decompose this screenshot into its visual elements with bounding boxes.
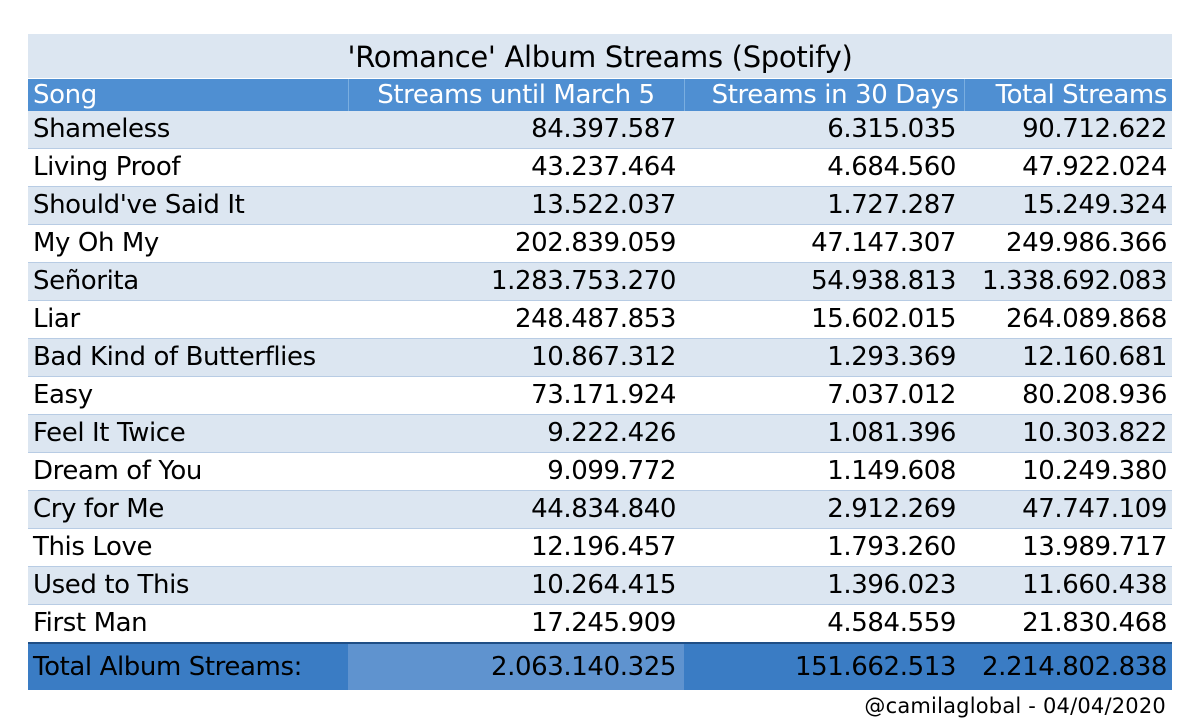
total-streams-cell: 47.922.024 <box>964 148 1172 187</box>
total-streams-cell: 264.089.868 <box>964 300 1172 339</box>
song-cell: Dream of You <box>28 452 348 491</box>
total-streams-cell: 11.660.438 <box>964 566 1172 605</box>
streams-until-march-5-cell: 12.196.457 <box>348 528 684 567</box>
total-row: Total Album Streams: 2.063.140.325 151.6… <box>28 642 1172 690</box>
streams-in-30-days-cell: 7.037.012 <box>684 376 964 415</box>
total-streams-cell: 80.208.936 <box>964 376 1172 415</box>
table-row: Liar 248.487.853 15.602.015 264.089.868 <box>28 300 1172 339</box>
table-row: Feel It Twice 9.222.426 1.081.396 10.303.82… <box>28 414 1172 453</box>
streams-in-30-days-cell: 1.396.023 <box>684 566 964 605</box>
song-cell: Shameless <box>28 111 348 149</box>
total-streams-cell: 10.303.822 <box>964 414 1172 453</box>
streams-until-march-5-cell: 43.237.464 <box>348 148 684 187</box>
table-row: Shameless 84.397.587 6.315.035 90.712.622 <box>28 111 1172 149</box>
credit-text: @camilaglobal - 04/04/2020 <box>864 694 1166 718</box>
column-header-streams-until-march-5: Streams until March 5 <box>348 79 685 111</box>
streams-in-30-days-cell: 54.938.813 <box>684 262 964 301</box>
total-label: Total Album Streams: <box>28 642 348 690</box>
total-streams-cell: 15.249.324 <box>964 186 1172 225</box>
table-row: First Man 17.245.909 4.584.559 21.830.468 <box>28 604 1172 644</box>
streams-sheet: 'Romance' Album Streams (Spotify) Song S… <box>28 34 1172 690</box>
total-streams-cell: 12.160.681 <box>964 338 1172 377</box>
table-row: Easy 73.171.924 7.037.012 80.208.936 <box>28 376 1172 415</box>
song-cell: Feel It Twice <box>28 414 348 453</box>
total-streams-cell: 10.249.380 <box>964 452 1172 491</box>
column-header-streams-in-30-days: Streams in 30 Days <box>684 79 965 111</box>
streams-in-30-days-cell: 4.584.559 <box>684 604 964 644</box>
streams-in-30-days-cell: 15.602.015 <box>684 300 964 339</box>
total-streams-cell: 90.712.622 <box>964 111 1172 149</box>
table-row: Used to This 10.264.415 1.396.023 11.660.43… <box>28 566 1172 605</box>
total-streams-cell: 13.989.717 <box>964 528 1172 567</box>
table-row: Should've Said It 13.522.037 1.727.287 15.2… <box>28 186 1172 225</box>
streams-in-30-days-cell: 1.293.369 <box>684 338 964 377</box>
song-cell: Señorita <box>28 262 348 301</box>
song-cell: My Oh My <box>28 224 348 263</box>
streams-until-march-5-cell: 84.397.587 <box>348 111 684 149</box>
song-cell: This Love <box>28 528 348 567</box>
streams-in-30-days-cell: 4.684.560 <box>684 148 964 187</box>
table-row: Dream of You 9.099.772 1.149.608 10.249.380 <box>28 452 1172 491</box>
song-cell: First Man <box>28 604 348 644</box>
column-header-song: Song <box>28 79 349 111</box>
table-row: Cry for Me 44.834.840 2.912.269 47.747.109 <box>28 490 1172 529</box>
streams-until-march-5-cell: 9.222.426 <box>348 414 684 453</box>
song-cell: Living Proof <box>28 148 348 187</box>
streams-until-march-5-cell: 202.839.059 <box>348 224 684 263</box>
streams-until-march-5-cell: 13.522.037 <box>348 186 684 225</box>
total-streams-in-30-days: 151.662.513 <box>684 642 964 690</box>
streams-until-march-5-cell: 17.245.909 <box>348 604 684 644</box>
streams-until-march-5-cell: 44.834.840 <box>348 490 684 529</box>
streams-in-30-days-cell: 47.147.307 <box>684 224 964 263</box>
song-cell: Bad Kind of Butterflies <box>28 338 348 377</box>
streams-until-march-5-cell: 10.867.312 <box>348 338 684 377</box>
streams-in-30-days-cell: 2.912.269 <box>684 490 964 529</box>
header-row: Song Streams until March 5 Streams in 30… <box>28 79 1172 111</box>
table-row: Living Proof 43.237.464 4.684.560 47.922.02… <box>28 148 1172 187</box>
total-streams-cell: 47.747.109 <box>964 490 1172 529</box>
streams-until-march-5-cell: 1.283.753.270 <box>348 262 684 301</box>
streams-until-march-5-cell: 248.487.853 <box>348 300 684 339</box>
total-streams: 2.214.802.838 <box>964 642 1172 690</box>
table-row: Señorita 1.283.753.270 54.938.813 1.338.692… <box>28 262 1172 301</box>
streams-until-march-5-cell: 73.171.924 <box>348 376 684 415</box>
streams-in-30-days-cell: 1.081.396 <box>684 414 964 453</box>
streams-table: Song Streams until March 5 Streams in 30… <box>28 79 1172 690</box>
total-streams-cell: 249.986.366 <box>964 224 1172 263</box>
table-row: Bad Kind of Butterflies 10.867.312 1.293.3… <box>28 338 1172 377</box>
column-header-total-streams: Total Streams <box>964 79 1172 111</box>
total-streams-cell: 1.338.692.083 <box>964 262 1172 301</box>
total-streams-cell: 21.830.468 <box>964 604 1172 644</box>
table-row: My Oh My 202.839.059 47.147.307 249.986.366 <box>28 224 1172 263</box>
streams-until-march-5-cell: 9.099.772 <box>348 452 684 491</box>
total-streams-until-march-5: 2.063.140.325 <box>348 642 684 690</box>
streams-in-30-days-cell: 1.149.608 <box>684 452 964 491</box>
table-title: 'Romance' Album Streams (Spotify) <box>28 34 1172 79</box>
song-cell: Liar <box>28 300 348 339</box>
song-cell: Used to This <box>28 566 348 605</box>
streams-in-30-days-cell: 1.727.287 <box>684 186 964 225</box>
streams-in-30-days-cell: 6.315.035 <box>684 111 964 149</box>
song-cell: Easy <box>28 376 348 415</box>
streams-in-30-days-cell: 1.793.260 <box>684 528 964 567</box>
song-cell: Cry for Me <box>28 490 348 529</box>
table-row: This Love 12.196.457 1.793.260 13.989.717 <box>28 528 1172 567</box>
song-cell: Should've Said It <box>28 186 348 225</box>
streams-until-march-5-cell: 10.264.415 <box>348 566 684 605</box>
